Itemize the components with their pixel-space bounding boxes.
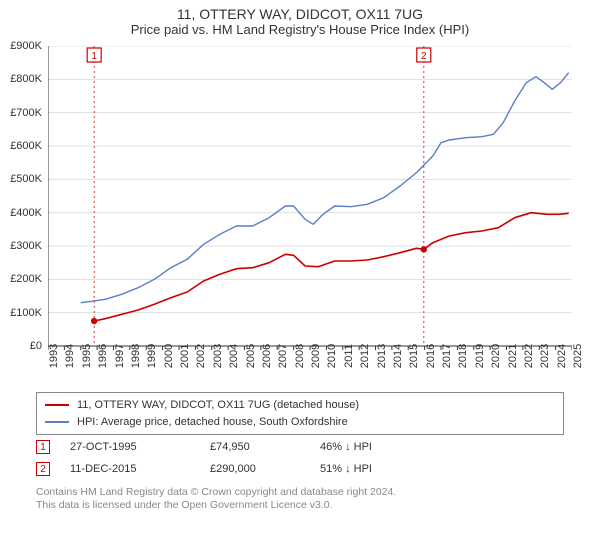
x-tick-label: 2014	[392, 344, 404, 368]
x-tick-label: 2012	[359, 344, 371, 368]
x-tick-label: 2008	[294, 344, 306, 368]
sale-date: 27-OCT-1995	[70, 441, 210, 453]
y-tick-label: £200K	[10, 273, 42, 285]
svg-text:1: 1	[91, 51, 97, 62]
x-tick-label: 1998	[130, 344, 142, 368]
y-tick-label: £400K	[10, 207, 42, 219]
x-tick-label: 2010	[326, 344, 338, 368]
x-tick-label: 2019	[474, 344, 486, 368]
y-tick-label: £100K	[10, 307, 42, 319]
marker-box-icon: 1	[36, 440, 50, 454]
x-tick-label: 2005	[245, 344, 257, 368]
footer-attribution: Contains HM Land Registry data © Crown c…	[36, 486, 564, 512]
legend-swatch	[45, 421, 69, 423]
y-tick-label: £0	[30, 340, 42, 352]
x-tick-label: 1993	[48, 344, 60, 368]
sales-row: 2 11-DEC-2015£290,00051% ↓ HPI	[36, 458, 440, 480]
x-tick-label: 2001	[179, 344, 191, 368]
x-tick-label: 1997	[114, 344, 126, 368]
y-tick-label: £900K	[10, 40, 42, 52]
x-tick-label: 2021	[507, 344, 519, 368]
x-tick-label: 2000	[163, 344, 175, 368]
y-tick-label: £600K	[10, 140, 42, 152]
x-tick-label: 2007	[277, 344, 289, 368]
x-tick-label: 2022	[523, 344, 535, 368]
legend-item: HPI: Average price, detached house, Sout…	[45, 414, 555, 431]
figure: 11, OTTERY WAY, DIDCOT, OX11 7UG Price p…	[0, 0, 600, 560]
footer-line: This data is licensed under the Open Gov…	[36, 499, 564, 512]
x-tick-label: 2016	[425, 344, 437, 368]
y-tick-label: £800K	[10, 73, 42, 85]
x-tick-label: 1999	[146, 344, 158, 368]
legend-item: 11, OTTERY WAY, DIDCOT, OX11 7UG (detach…	[45, 397, 555, 414]
marker-box-icon: 2	[36, 462, 50, 476]
chart-title: 11, OTTERY WAY, DIDCOT, OX11 7UG	[0, 0, 600, 22]
x-tick-label: 1994	[64, 344, 76, 368]
legend: 11, OTTERY WAY, DIDCOT, OX11 7UG (detach…	[36, 392, 564, 435]
y-axis-labels: £0£100K£200K£300K£400K£500K£600K£700K£80…	[0, 46, 46, 346]
x-tick-label: 2003	[212, 344, 224, 368]
sale-price: £290,000	[210, 463, 320, 475]
legend-label: 11, OTTERY WAY, DIDCOT, OX11 7UG (detach…	[77, 397, 359, 414]
x-tick-label: 2017	[441, 344, 453, 368]
sale-price: £74,950	[210, 441, 320, 453]
x-tick-label: 2002	[195, 344, 207, 368]
x-tick-label: 2015	[408, 344, 420, 368]
sales-row: 1 27-OCT-1995£74,95046% ↓ HPI	[36, 436, 440, 458]
chart-subtitle: Price paid vs. HM Land Registry's House …	[0, 22, 600, 41]
svg-text:2: 2	[421, 51, 427, 62]
x-tick-label: 2009	[310, 344, 322, 368]
legend-label: HPI: Average price, detached house, Sout…	[77, 414, 348, 431]
plot-area: 12	[48, 46, 572, 351]
y-tick-label: £500K	[10, 173, 42, 185]
x-tick-label: 2004	[228, 344, 240, 368]
x-tick-label: 1995	[81, 344, 93, 368]
sale-vs-hpi: 46% ↓ HPI	[320, 441, 440, 453]
y-tick-label: £700K	[10, 107, 42, 119]
footer-line: Contains HM Land Registry data © Crown c…	[36, 486, 564, 499]
x-tick-label: 2020	[490, 344, 502, 368]
x-tick-label: 1996	[97, 344, 109, 368]
y-tick-label: £300K	[10, 240, 42, 252]
chart-svg: 12	[48, 46, 572, 351]
x-tick-label: 2013	[376, 344, 388, 368]
x-tick-label: 2006	[261, 344, 273, 368]
x-tick-label: 2018	[457, 344, 469, 368]
sales-table: 1 27-OCT-1995£74,95046% ↓ HPI 2 11-DEC-2015…	[36, 436, 440, 480]
sale-date: 11-DEC-2015	[70, 463, 210, 475]
x-tick-label: 2024	[556, 344, 568, 368]
sale-vs-hpi: 51% ↓ HPI	[320, 463, 440, 475]
legend-swatch	[45, 404, 69, 406]
x-tick-label: 2025	[572, 344, 584, 368]
x-tick-label: 2023	[539, 344, 551, 368]
x-tick-label: 2011	[343, 344, 355, 368]
